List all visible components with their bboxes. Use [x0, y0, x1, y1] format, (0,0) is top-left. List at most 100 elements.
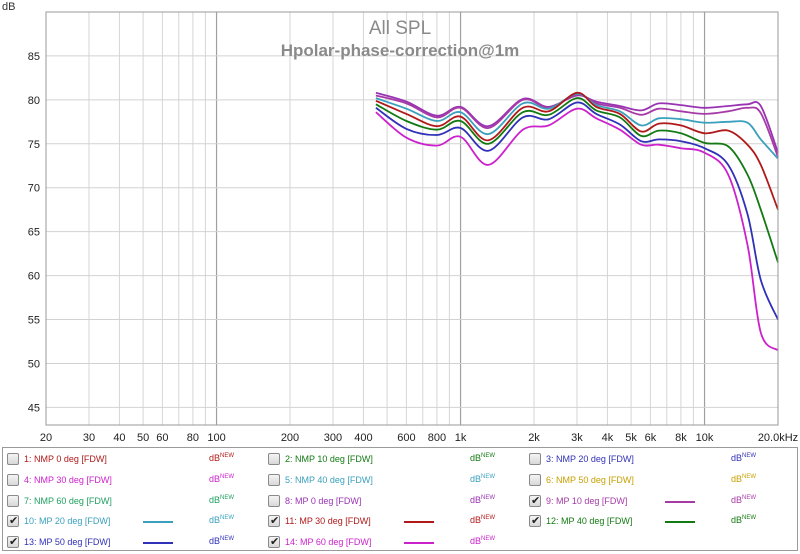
legend-item[interactable]: 5: NMP 40 deg [FDW] dBNEW	[264, 471, 525, 491]
legend-unit-label: dBNEW	[470, 515, 495, 525]
legend-unit-main: dB	[731, 453, 743, 463]
legend-unit-label: dBNEW	[470, 495, 495, 505]
x-tick-label: 600	[397, 432, 415, 444]
legend-unit-label: dBNEW	[209, 495, 234, 505]
legend-unit-sup: NEW	[481, 536, 496, 543]
legend-checkbox[interactable]	[268, 453, 280, 465]
x-tick-label: 80	[187, 432, 199, 444]
legend-item[interactable]: 1: NMP 0 deg [FDW] dBNEW	[3, 450, 264, 470]
legend-label: 14: MP 60 deg [FDW]	[285, 537, 372, 548]
legend-unit-sup: NEW	[220, 453, 235, 459]
legend-unit-sup: NEW	[220, 536, 235, 543]
y-tick-label: 65	[28, 227, 40, 239]
series-line	[375, 97, 779, 263]
chart-title: All SPL	[369, 18, 431, 39]
legend-unit-label: dBNEW	[209, 474, 234, 484]
legend-checkbox[interactable]	[7, 535, 19, 549]
x-tick-label: 4k	[602, 432, 614, 444]
legend-checkbox[interactable]	[7, 514, 19, 528]
y-tick-label: 70	[28, 183, 40, 195]
legend-checkbox[interactable]	[268, 514, 280, 528]
x-tick-label: 10k	[696, 432, 714, 444]
legend-unit-sup: NEW	[742, 515, 757, 522]
legend-unit-sup: NEW	[742, 453, 757, 459]
legend-line-swatch	[404, 521, 434, 524]
legend-unit-sup: NEW	[220, 515, 235, 522]
x-tick-label: 300	[324, 432, 342, 444]
legend-unit-sup: NEW	[481, 494, 496, 501]
legend-unit-label: dBNEW	[470, 474, 495, 484]
legend-item[interactable]: 7: NMP 60 deg [FDW] dBNEW	[3, 492, 264, 512]
legend-unit-label: dBNEW	[470, 536, 495, 546]
legend-item[interactable]: 6: NMP 50 deg [FDW] dBNEW	[525, 471, 786, 491]
legend-label: 8: MP 0 deg [FDW]	[285, 495, 362, 506]
legend-unit-sup: NEW	[481, 473, 496, 480]
x-tick-label: 8k	[675, 432, 687, 444]
x-tick-label: 100	[207, 432, 225, 444]
legend-checkbox[interactable]	[529, 514, 541, 528]
x-tick-label: 30	[83, 432, 95, 444]
legend-label: 11: MP 30 deg [FDW]	[285, 516, 371, 527]
legend-line-swatch	[404, 542, 434, 545]
legend-unit-label: dBNEW	[731, 474, 756, 484]
legend-checkbox[interactable]	[529, 453, 541, 465]
legend-checkbox[interactable]	[7, 473, 19, 486]
legend-unit-main: dB	[470, 515, 482, 526]
x-tick-label: 60	[156, 432, 168, 444]
legend-line-swatch	[665, 500, 695, 503]
legend-item[interactable]: 3: NMP 20 deg [FDW] dBNEW	[525, 450, 786, 470]
legend-unit-sup: NEW	[220, 473, 235, 480]
legend-checkbox[interactable]	[7, 453, 19, 465]
legend-unit-label: dBNEW	[731, 515, 756, 525]
y-tick-label: 60	[28, 271, 40, 283]
legend-checkbox[interactable]	[529, 494, 541, 507]
legend-unit-main: dB	[470, 494, 482, 505]
legend-item[interactable]: 10: MP 20 deg [FDW] dBNEW	[3, 512, 264, 532]
x-tick-label: 6k	[645, 432, 657, 444]
spl-chart: 20 30 40 50 60 80 100 200 300 400 600 800 1k 2k 3k 4k 5k…	[2, 1, 798, 444]
legend-unit-main: dB	[731, 473, 743, 484]
plot-border	[45, 11, 779, 426]
legend-checkbox[interactable]	[529, 473, 541, 486]
x-tick-label: 400	[354, 432, 372, 444]
legend-unit-main: dB	[470, 536, 482, 547]
legend-line-swatch	[143, 542, 173, 545]
legend-item[interactable]: 13: MP 50 deg [FDW] dBNEW	[3, 533, 264, 553]
x-tick-label: 1k	[455, 432, 467, 444]
legend-label: 9: MP 10 deg [FDW]	[546, 495, 628, 506]
legend-checkbox[interactable]	[268, 494, 280, 507]
legend-item[interactable]: 4: NMP 30 deg [FDW] dBNEW	[3, 471, 264, 491]
legend-item[interactable]: 11: MP 30 deg [FDW] dBNEW	[264, 512, 525, 532]
legend-label: 1: NMP 0 deg [FDW]	[24, 454, 107, 464]
x-tick-label: 40	[113, 432, 125, 444]
x-tick-label: 2k	[528, 432, 540, 444]
legend-item[interactable]: 9: MP 10 deg [FDW] dBNEW	[525, 492, 786, 512]
y-tick-label: 85	[28, 51, 40, 63]
y-axis-unit-label: dB	[2, 1, 15, 13]
legend-label: 3: NMP 20 deg [FDW]	[546, 454, 634, 464]
legend-unit-sup: NEW	[742, 494, 757, 501]
y-tick-label: 45	[28, 402, 40, 414]
series-line	[375, 107, 779, 352]
series-line	[375, 92, 779, 160]
series-lines	[375, 91, 779, 352]
series-line	[375, 101, 779, 320]
legend-item[interactable]: 14: MP 60 deg [FDW] dBNEW	[264, 533, 525, 553]
x-tick-label: 5k	[625, 432, 637, 444]
legend-item[interactable]: 2: NMP 10 deg [FDW] dBNEW	[264, 450, 525, 470]
legend-unit-sup: NEW	[481, 453, 496, 459]
legend-unit-main: dB	[470, 453, 482, 463]
legend-checkbox[interactable]	[268, 535, 280, 549]
legend-checkbox[interactable]	[268, 473, 280, 486]
legend-label: 12: MP 40 deg [FDW]	[546, 516, 633, 527]
legend-item[interactable]: 12: MP 40 deg [FDW] dBNEW	[525, 512, 786, 532]
legend-label: 13: MP 50 deg [FDW]	[24, 537, 111, 548]
x-tick-label: 200	[281, 432, 299, 444]
y-tick-label: 50	[28, 358, 40, 370]
legend-checkbox[interactable]	[7, 494, 19, 507]
legend-line-swatch	[143, 521, 173, 524]
legend-item[interactable]: 8: MP 0 deg [FDW] dBNEW	[264, 492, 525, 512]
legend-unit-sup: NEW	[742, 473, 757, 480]
x-tick-label: 3k	[571, 432, 583, 444]
legend-unit-label: dBNEW	[209, 536, 234, 546]
